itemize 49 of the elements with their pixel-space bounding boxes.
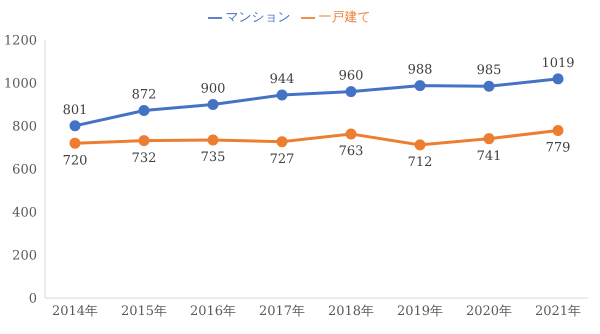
data-label: 872: [132, 88, 156, 103]
point: [484, 80, 494, 92]
point: [276, 90, 288, 101]
data-label: 1019: [541, 56, 575, 71]
x-tick-label: 2014年: [52, 304, 98, 320]
x-tick-label: 2019年: [396, 304, 444, 320]
x-tick-label: 2016年: [190, 304, 236, 320]
data-label: 779: [546, 140, 570, 156]
x-tick-label: 2017年: [258, 304, 306, 320]
legend-label: マンション: [226, 10, 290, 25]
data-label: 801: [62, 102, 88, 118]
x-tick-label: 2015年: [120, 304, 168, 320]
y-tick-label: 400: [12, 206, 37, 221]
y-tick-label: 1200: [4, 34, 37, 49]
data-label: 712: [408, 155, 432, 170]
point: [70, 120, 80, 132]
data-label: 763: [338, 144, 364, 160]
point: [70, 138, 80, 149]
x-tick-label: 2018年: [328, 304, 374, 320]
data-label: 732: [132, 150, 156, 166]
x-tick-label: 2021年: [534, 304, 582, 320]
y-tick-label: 200: [12, 248, 37, 264]
data-label: 900: [200, 82, 226, 96]
data-label: 944: [270, 72, 294, 88]
legend-label: 一戸建て: [318, 10, 370, 25]
point: [208, 134, 218, 146]
point: [276, 136, 288, 148]
data-label: 985: [476, 63, 502, 78]
point: [346, 128, 356, 140]
point: [346, 86, 356, 98]
x-tick-label: 2020年: [466, 304, 512, 320]
data-label: 741: [476, 148, 502, 164]
y-tick-label: 1000: [4, 76, 37, 92]
point: [138, 135, 150, 146]
y-tick-label: 800: [12, 120, 37, 135]
data-label: 960: [338, 68, 364, 84]
point: [484, 133, 494, 144]
data-label: 720: [62, 153, 88, 168]
y-tick-label: 600: [12, 162, 37, 178]
point: [414, 80, 426, 92]
point: [552, 125, 564, 136]
data-label: 988: [408, 62, 432, 78]
point: [414, 139, 426, 150]
y-tick-label: 0: [28, 292, 37, 307]
point: [552, 73, 564, 84]
data-label: 727: [270, 152, 294, 167]
data-label: 735: [200, 150, 226, 166]
point: [208, 99, 218, 110]
point: [138, 105, 150, 116]
